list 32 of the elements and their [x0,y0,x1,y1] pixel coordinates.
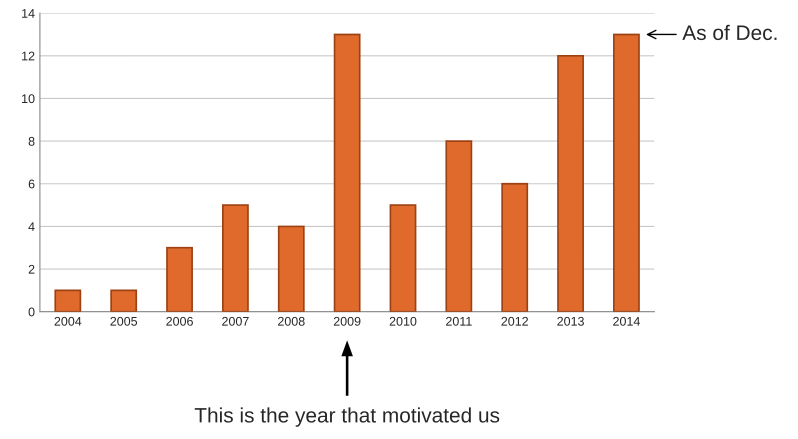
x-tick-label: 2008 [278,316,305,326]
annotation: As of Dec. [682,24,776,40]
y-tick-label: 6 [28,180,34,188]
x-tick-label: 2011 [446,316,472,326]
y-tick-label: 4 [28,222,35,231]
x-tick-label: 2006 [166,316,193,326]
x-tick-label: 2004 [54,316,82,326]
y-tick-label: 14 [22,9,35,18]
x-tick-label: 2007 [222,316,249,326]
y-tick-label: 8 [28,136,34,146]
x-tick-label: 2012 [501,316,528,326]
y-tick-label: 0 [28,307,35,316]
x-tick-label: 2014 [613,316,640,326]
bar [110,290,138,312]
bar [334,34,361,312]
y-tick-label: 2 [28,264,34,274]
bar [166,246,193,312]
x-tick-label: 2013 [557,316,584,326]
bar [501,182,528,312]
bar [445,140,472,312]
x-tick-label: 2009 [334,316,360,326]
y-tick-label: 10 [22,94,35,104]
y-tick-label: 12 [22,52,34,60]
bar [222,204,249,312]
bar [278,226,305,312]
bar [390,204,416,312]
text: This is the year that motivated us [194,407,500,427]
x-tick-label: 2005 [110,316,138,326]
x-tick-label: 2010 [390,316,416,326]
bar [613,34,640,312]
bar [557,54,584,312]
bar [54,290,82,312]
